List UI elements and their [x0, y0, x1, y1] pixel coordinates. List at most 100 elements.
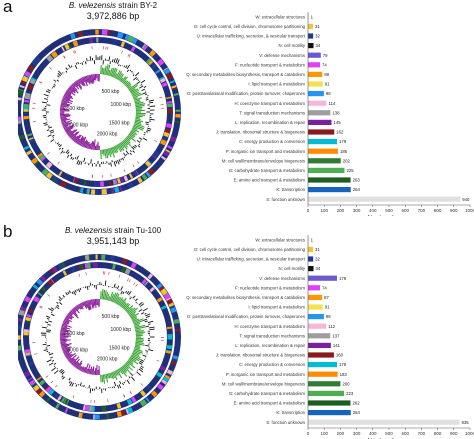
cog-segment — [50, 175, 55, 181]
gc-content-bar — [58, 296, 63, 300]
gc-skew-bar — [86, 142, 90, 149]
gc-skew-bar — [60, 114, 71, 117]
gc-skew-bar — [110, 294, 115, 302]
gc-skew-bar — [60, 113, 69, 116]
gc-content-bar — [144, 320, 148, 323]
cog-segment — [126, 398, 133, 405]
category-label: M: cell wall/membrane/envelope biogenesi… — [222, 158, 305, 163]
cog-segment — [31, 382, 37, 388]
gc-content-bar — [126, 291, 130, 295]
gc-skew-bar — [107, 69, 111, 76]
gc-skew-bar — [101, 374, 104, 383]
gc-content-bar — [128, 291, 132, 296]
cog-segment — [146, 58, 152, 64]
gc-content-bar — [135, 301, 137, 304]
cog-segment — [165, 350, 172, 354]
gc-skew-bar — [64, 317, 72, 323]
gc-skew-bar — [127, 134, 136, 142]
gc-content-bar — [52, 85, 56, 88]
cog-segment — [29, 379, 36, 386]
cog-segment — [39, 379, 46, 386]
bar — [308, 419, 460, 425]
gc-skew-bar — [135, 343, 145, 346]
cog-segment — [163, 293, 171, 300]
gc-skew-bar — [116, 144, 122, 153]
kbp-label: 2000 kbp — [97, 357, 118, 363]
gc-content-bar — [138, 362, 143, 365]
data-label: 114 — [328, 101, 335, 106]
gc-content-bar — [47, 323, 51, 326]
gc-skew-bar — [101, 289, 104, 300]
gc-skew-bar — [89, 142, 92, 150]
cog-segment — [164, 128, 171, 135]
gc-content-bar — [67, 291, 70, 295]
gc-content-bar — [148, 323, 151, 325]
gc-content-bar — [117, 59, 120, 64]
gc-content-bar — [146, 315, 151, 318]
gc-content-bar — [108, 56, 111, 62]
gc-skew-bar — [104, 65, 107, 75]
gc-skew-bar — [83, 367, 87, 373]
gc-content-bar — [46, 315, 50, 318]
cog-segment — [162, 136, 168, 141]
gc-content-bar — [53, 362, 57, 365]
gc-skew-bar — [61, 99, 73, 105]
gc-content-bar — [62, 72, 64, 74]
gc-skew-bar — [130, 88, 139, 94]
gc-content-bar — [113, 161, 117, 167]
gc-content-bar — [48, 362, 54, 366]
gc-skew-bar — [67, 129, 76, 136]
cog-segment — [159, 76, 165, 81]
gc-content-bar — [51, 360, 55, 362]
x-tick-label: 600 — [401, 208, 409, 213]
cog-segment — [28, 378, 34, 383]
bar — [308, 304, 323, 310]
gc-skew-bar — [122, 302, 127, 309]
gc-content-bar — [138, 137, 143, 140]
cog-segment — [163, 67, 171, 75]
cog-segment — [171, 358, 178, 363]
gc-skew-bar — [134, 324, 140, 328]
cog-segment — [137, 177, 143, 184]
gc-skew-bar — [60, 343, 67, 346]
cog-segment — [145, 397, 150, 403]
gc-skew-bar — [69, 133, 75, 138]
gc-content-bar — [145, 121, 149, 124]
gc-skew-bar — [66, 314, 73, 319]
gc-content-bar — [50, 356, 53, 359]
gc-skew-bar — [60, 327, 67, 330]
category-label: M: cell wall/membrane/envelope biogenesi… — [222, 381, 305, 386]
gc-content-bar — [43, 349, 48, 351]
gc-skew-bar — [60, 338, 68, 341]
gc-skew-bar — [75, 80, 83, 90]
x-tick-label: 600 — [401, 431, 409, 436]
category-label: V: defense mechanisms — [259, 276, 305, 281]
gc-content-bar — [61, 375, 64, 378]
cog-segment — [23, 145, 30, 151]
cog-segment — [154, 69, 161, 75]
gc-skew-bar — [85, 368, 89, 374]
gc-content-bar — [44, 321, 49, 324]
bar — [308, 43, 314, 49]
bar — [308, 52, 321, 58]
gc-skew-bar — [135, 333, 144, 335]
rna-mark — [121, 50, 123, 54]
gc-content-bar — [57, 75, 60, 78]
gc-content-bar — [131, 146, 135, 150]
cog-segment — [170, 307, 177, 314]
gc-skew-bar — [68, 354, 77, 362]
cog-segment — [44, 385, 50, 391]
cog-segment — [127, 181, 134, 189]
gc-skew-bar — [129, 310, 137, 317]
cog-segment — [36, 376, 42, 381]
gc-skew-bar — [64, 318, 70, 323]
gc-skew-bar — [123, 80, 127, 85]
gc-skew-bar — [120, 366, 127, 374]
gc-skew-bar — [114, 145, 119, 153]
cog-segment — [36, 278, 43, 286]
bar — [308, 167, 345, 173]
cog-segment — [121, 258, 128, 265]
cog-segment — [59, 180, 67, 188]
gc-skew-bar — [135, 106, 143, 109]
cog-segment — [147, 167, 156, 176]
